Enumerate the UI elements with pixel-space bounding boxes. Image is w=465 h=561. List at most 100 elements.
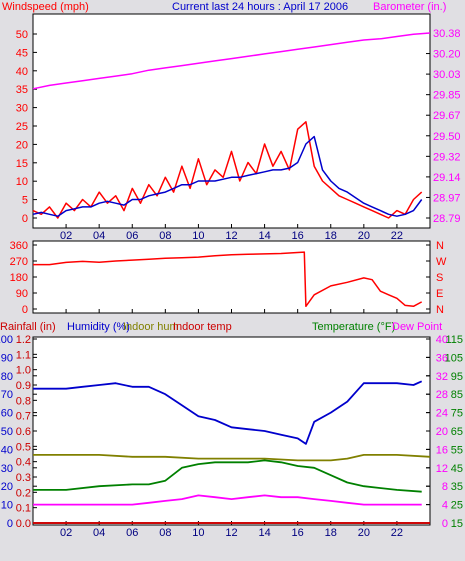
x-tick-label: 12 [225, 527, 237, 539]
wind-average-line [32, 135, 423, 217]
humidity-tick-label: 70 [1, 389, 13, 401]
direction-tick-label: 90 [16, 288, 28, 300]
humidity-tick-label: 20 [1, 481, 13, 493]
compass-tick-label: N [436, 304, 444, 316]
barometer-tick-label: 29.14 [433, 172, 461, 184]
rainfall-tick-label: 0.9 [16, 380, 31, 392]
dew-point-axis-title: Dew Point [392, 321, 442, 333]
chart-title: Current last 24 hours : April 17 2006 [172, 1, 348, 13]
x-tick-label: 06 [126, 230, 138, 242]
compass-tick-label: W [436, 256, 447, 268]
rainfall-tick-label: 0.8 [16, 395, 31, 407]
x-tick-label: 04 [93, 527, 105, 539]
wind-direction-line [33, 251, 423, 308]
windspeed-tick-label: 0 [22, 213, 28, 225]
dew-point-tick-label: 20 [436, 426, 448, 438]
rainfall-tick-label: 0.1 [16, 503, 31, 515]
x-tick-label: 12 [225, 230, 237, 242]
direction-tick-label: 360 [10, 240, 28, 252]
barometer-in-line [32, 32, 431, 90]
temperature-tick-label: 15 [451, 518, 463, 530]
dew-point-tick-label: 24 [436, 408, 448, 420]
direction-tick-label: 0 [22, 304, 28, 316]
dew-point-tick-label: 8 [442, 481, 448, 493]
windspeed-tick-label: 15 [16, 158, 28, 170]
temperature-tick-label: 75 [451, 408, 463, 420]
x-tick-label: 14 [258, 527, 270, 539]
humidity-tick-label: 90 [1, 352, 13, 364]
x-tick-label: 02 [60, 230, 72, 242]
humidity-tick-label: 40 [1, 444, 13, 456]
windspeed-tick-label: 50 [16, 29, 28, 41]
x-tick-label: 22 [391, 230, 403, 242]
dew-point-tick-label: 0 [442, 518, 448, 530]
humidity-tick-label: 60 [1, 408, 13, 420]
barometer-tick-label: 30.03 [433, 69, 461, 81]
dew-point-tick-label: 40 [436, 334, 448, 346]
x-tick-label: 08 [159, 230, 171, 242]
barometer-axis-title: Barometer (in.) [373, 1, 446, 13]
x-tick-label: 22 [391, 527, 403, 539]
x-tick-label: 02 [60, 527, 72, 539]
dew-point-tick-label: 28 [436, 389, 448, 401]
windspeed-tick-label: 5 [22, 195, 28, 207]
humidity-tick-label: 50 [1, 426, 13, 438]
humidity-tick-label: 10 [1, 500, 13, 512]
windspeed-tick-label: 20 [16, 139, 28, 151]
rainfall-tick-label: 0.6 [16, 426, 31, 438]
barometer-tick-label: 28.97 [433, 192, 461, 204]
humidity-plot-area [32, 336, 431, 526]
wind-plot-area [32, 13, 431, 229]
temperature-tick-label: 105 [445, 352, 463, 364]
humidity-tick-label: 80 [1, 371, 13, 383]
dew-point-tick-label: 36 [436, 352, 448, 364]
barometer-tick-label: 29.85 [433, 90, 461, 102]
temperature-tick-label: 45 [451, 463, 463, 475]
x-tick-label: 10 [192, 527, 204, 539]
dew-point-tick-label: 12 [436, 463, 448, 475]
indoor-temp-label: Indoor temp [173, 321, 232, 333]
x-tick-label: 18 [325, 527, 337, 539]
rainfall-tick-label: 1.1 [16, 349, 31, 361]
windspeed-tick-label: 45 [16, 47, 28, 59]
barometer-tick-label: 30.38 [433, 28, 461, 40]
direction-plot-area [32, 240, 431, 314]
windspeed-tick-label: 30 [16, 103, 28, 115]
rainfall-tick-label: 0.2 [16, 487, 31, 499]
temperature-tick-label: 85 [451, 389, 463, 401]
barometer-tick-label: 29.67 [433, 110, 461, 122]
windspeed-tick-label: 35 [16, 84, 28, 96]
humidity-line [33, 380, 423, 445]
barometer-tick-label: 29.50 [433, 131, 461, 143]
x-tick-label: 14 [258, 230, 270, 242]
compass-tick-label: S [436, 272, 443, 284]
x-tick-label: 18 [325, 230, 337, 242]
x-tick-label: 08 [159, 527, 171, 539]
humidity-tick-label: 100 [0, 334, 13, 346]
barometer-tick-label: 30.20 [433, 49, 461, 61]
rainfall-tick-label: 0.0 [16, 518, 31, 530]
temperature-tick-label: 95 [451, 371, 463, 383]
x-tick-label: 16 [292, 527, 304, 539]
x-tick-label: 20 [358, 230, 370, 242]
windspeed-tick-label: 40 [16, 66, 28, 78]
dew-point-line [33, 494, 422, 506]
temperature-axis-title: Temperature (°F) [312, 321, 395, 333]
x-tick-label: 16 [292, 230, 304, 242]
x-tick-label: 04 [93, 230, 105, 242]
rainfall-axis-title: Rainfall (in) [0, 321, 56, 333]
rainfall-tick-label: 1.2 [16, 334, 31, 346]
temperature-tick-label: 55 [451, 444, 463, 456]
dew-point-tick-label: 16 [436, 444, 448, 456]
rainfall-tick-label: 0.4 [16, 457, 31, 469]
windspeed-tick-label: 10 [16, 176, 28, 188]
rainfall-tick-label: 0.7 [16, 411, 31, 423]
temperature-f-line [33, 459, 422, 493]
compass-tick-label: N [436, 240, 444, 252]
rainfall-tick-label: 1.0 [16, 365, 31, 377]
x-tick-label: 06 [126, 527, 138, 539]
humidity-axis-title: Humidity (%) [67, 321, 130, 333]
windspeed-axis-title: Windspeed (mph) [2, 1, 89, 13]
